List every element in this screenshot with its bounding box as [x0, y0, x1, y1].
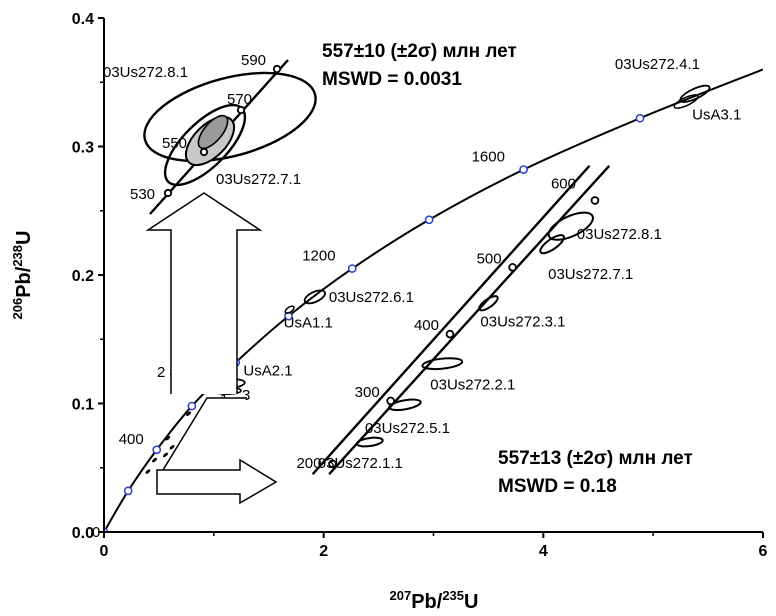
- y-axis-title-part: 206: [10, 298, 25, 320]
- discordia-sample-ellipse: [388, 398, 422, 412]
- inset-age-label: 590: [241, 52, 266, 69]
- overlay-layer: 04008001200160003Us272.4.1UsA3.103Us272.…: [92, 41, 741, 541]
- x-tick-label: 2: [319, 543, 328, 560]
- y-axis-title-part: 238: [10, 245, 25, 267]
- sample-label: UsA3.1: [692, 107, 741, 124]
- discordia-annotation-line2: MSWD = 0.18: [498, 476, 617, 497]
- x-axis-title: 207Pb/235U: [390, 588, 479, 613]
- x-axis-title-part: 235: [442, 588, 464, 603]
- concordia-age-mark: [123, 486, 133, 496]
- y-tick-label: 0.4: [72, 11, 94, 28]
- inset-annotation-line1: 557±10 (±2σ) млн лет: [322, 41, 517, 62]
- y-tick-label: 0.0: [72, 525, 94, 542]
- inset-age-label: 530: [130, 186, 155, 203]
- y-tick-label: 0.1: [72, 397, 94, 414]
- zoom-arrow-upper: [145, 192, 263, 394]
- discordia-line: [311, 164, 591, 475]
- discordia-sample-label: 03Us272.5.1: [365, 420, 450, 437]
- discordia-age-label: 400: [414, 317, 439, 334]
- sample-ellipse: [303, 289, 326, 305]
- x-axis-title-part: U: [464, 591, 478, 613]
- concordia-age-label: 0: [92, 524, 100, 541]
- y-tick-label: 0.2: [72, 268, 94, 285]
- discordia-age-label: 200: [296, 455, 321, 472]
- discordia-age-mark: [445, 329, 455, 339]
- concordia-age-mark: [152, 445, 162, 455]
- discordia-sample-ellipse: [478, 295, 499, 312]
- concordia-age-mark: [424, 215, 434, 225]
- concordia-age-mark: [519, 165, 528, 174]
- concordia-age-label: 400: [119, 431, 144, 448]
- discordia-age-label: 300: [355, 384, 380, 401]
- y-axis-title: 206Pb/238U: [10, 231, 35, 320]
- small-point: [169, 444, 175, 450]
- inset-annotation-line2: MSWD = 0.0031: [322, 69, 462, 90]
- discordia-age-mark: [508, 262, 517, 272]
- small-point: [145, 469, 151, 474]
- discordia-sample-label: 03Us272.2.1: [430, 377, 515, 394]
- small-point: [165, 435, 171, 441]
- discordia-sample-ellipse: [421, 357, 464, 371]
- discordia-age-mark: [590, 196, 600, 205]
- discordia-sample-ellipse: [539, 234, 565, 255]
- y-tick-label: 0.3: [72, 140, 94, 157]
- discordia-sample-ellipse: [547, 211, 594, 241]
- y-axis-title-part: Pb/: [13, 266, 35, 298]
- concordia-age-mark: [347, 264, 357, 273]
- sample-label: UsA1.1: [284, 315, 333, 332]
- x-tick-label: 0: [100, 543, 109, 560]
- inset-ellipse-8-1: [143, 71, 317, 163]
- concordia-age-mark: [187, 401, 197, 411]
- x-tick-label: 6: [759, 543, 768, 560]
- discordia-age-label: 500: [477, 250, 502, 267]
- inset-age-mark: [272, 64, 282, 74]
- concordia-age-label: 1200: [302, 248, 335, 265]
- discordia-age-label: 600: [551, 175, 576, 192]
- zoom-arrow-lower: [156, 397, 278, 505]
- inset-ellipse-dark: [197, 114, 229, 150]
- inset-age-label: 550: [162, 135, 187, 152]
- discordia-sample-label: 03Us272.1.1: [318, 455, 403, 472]
- cluster-label: 3: [242, 387, 250, 404]
- sample-ellipse: [284, 305, 295, 314]
- cluster-label: 2: [157, 364, 165, 381]
- sample-label: UsA2.1: [243, 363, 292, 380]
- inset-sample-label: 03Us272.8.1: [103, 64, 188, 81]
- inset-age-mark: [236, 105, 246, 115]
- concordia-age-mark: [635, 113, 645, 123]
- discordia-sample-label: 03Us272.8.1: [577, 226, 662, 243]
- discordia-annotation-line1: 557±13 (±2σ) млн лет: [498, 448, 693, 469]
- small-point: [163, 452, 168, 458]
- sample-ellipse: [673, 94, 699, 109]
- y-axis-title-part: U: [13, 231, 35, 245]
- inset-sample-label: 03Us272.7.1: [216, 171, 301, 188]
- discordia-age-mark: [328, 459, 337, 469]
- inset-age-label: 570: [227, 91, 252, 108]
- x-tick-label: 4: [539, 543, 548, 560]
- inset-age-mark: [199, 147, 209, 157]
- small-point: [152, 457, 158, 463]
- concordia-age-label: 1600: [472, 149, 505, 166]
- discordia-sample-ellipse: [355, 436, 384, 448]
- x-axis-title-part: 207: [390, 588, 412, 603]
- sample-label: 03Us272.6.1: [329, 289, 414, 306]
- sample-label: 03Us272.4.1: [615, 56, 700, 73]
- small-point: [186, 411, 192, 417]
- discordia-sample-label: 03Us272.7.1: [548, 266, 633, 283]
- inset-age-mark: [163, 188, 173, 198]
- discordia-sample-label: 03Us272.3.1: [480, 313, 565, 330]
- discordia-line: [328, 164, 611, 475]
- x-axis-title-part: Pb/: [411, 591, 443, 613]
